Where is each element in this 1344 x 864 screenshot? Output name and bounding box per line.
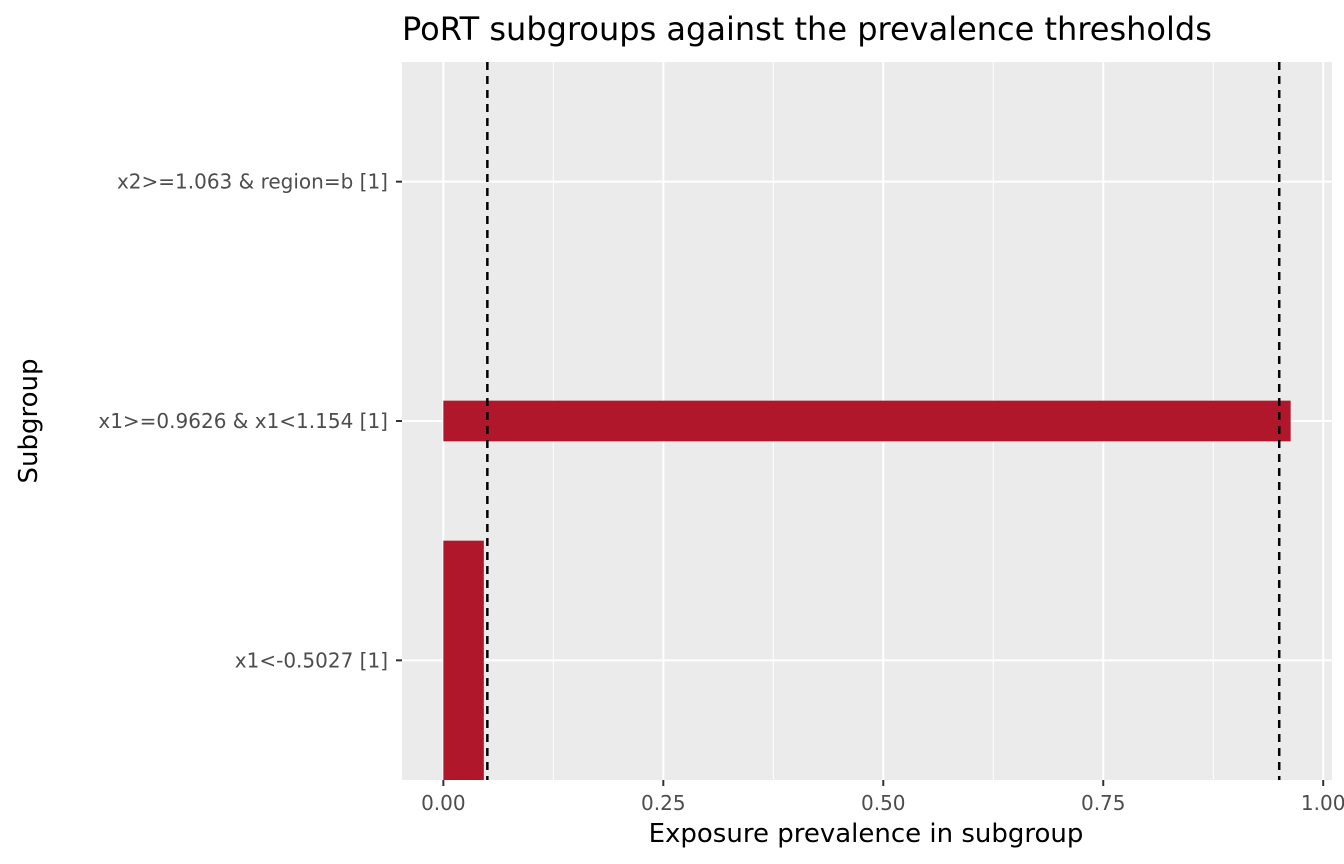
bars [443, 400, 1291, 780]
y-tick-label: x1>=0.9626 & x1<1.154 [1] [98, 409, 388, 433]
threshold-lines [486, 62, 1281, 780]
bar [443, 400, 1291, 442]
x-tick-label: 0.50 [861, 791, 906, 815]
bar [443, 540, 484, 780]
y-axis: x2>=1.063 & region=b [1] x1>=0.9626 & x1<… [98, 170, 402, 672]
chart-title: PoRT subgroups against the prevalence th… [402, 10, 1212, 48]
x-tick-label: 1.00 [1301, 791, 1344, 815]
x-axis: 0.00 0.25 0.50 0.75 1.00 [421, 780, 1344, 815]
y-axis-title: Subgroup [14, 359, 44, 484]
x-axis-title: Exposure prevalence in subgroup [649, 819, 1084, 849]
x-tick-label: 0.25 [641, 791, 686, 815]
x-tick-label: 0.75 [1081, 791, 1126, 815]
y-tick-label: x2>=1.063 & region=b [1] [117, 170, 388, 194]
y-tick-label: x1<-0.5027 [1] [235, 648, 388, 672]
x-tick-label: 0.00 [421, 791, 466, 815]
